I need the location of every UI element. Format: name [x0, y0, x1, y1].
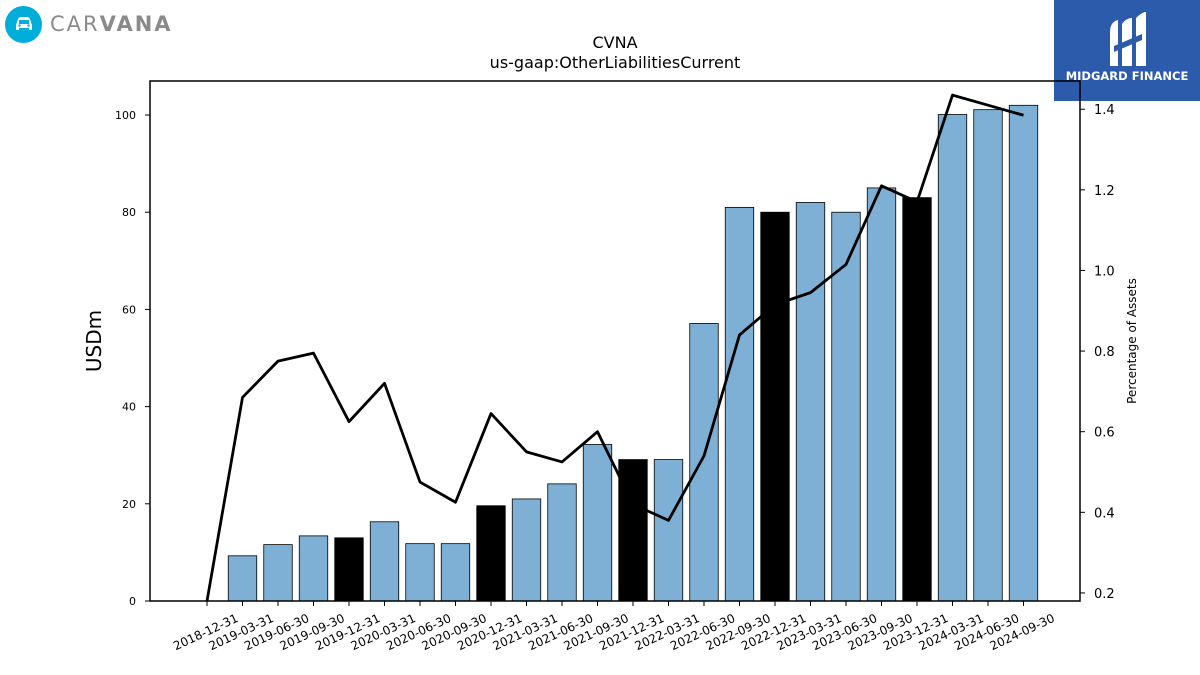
- bar-2019-09-30: [298, 535, 329, 602]
- bar-2019-06-30: [263, 544, 293, 602]
- bar-2024-06-30: [973, 109, 1003, 602]
- y2-tick-label: 1.4: [1094, 103, 1115, 118]
- y-axis-right: 0.2 0.4 0.6 0.8 1.0 1.2 1.4: [1080, 103, 1115, 602]
- carvana-logo: CARVANA: [5, 5, 173, 43]
- bar-2022-06-30: [689, 323, 719, 602]
- x-axis: 2018-12-312019-03-312019-06-302019-09-30…: [171, 601, 1057, 653]
- bar-2021-06-30: [547, 483, 577, 602]
- y-tick-label: 60: [122, 303, 136, 316]
- car-icon: [5, 5, 42, 43]
- carvana-wordmark: CARVANA: [50, 12, 173, 36]
- y2-axis-label: Percentage of Assets: [1125, 278, 1139, 404]
- bar-2023-03-31: [795, 202, 826, 602]
- y2-tick-label: 1.2: [1094, 184, 1115, 199]
- chart-subtitle: us-gaap:OtherLiabilitiesCurrent: [490, 53, 741, 72]
- bar-2021-09-30: [582, 444, 613, 602]
- y-axis-left: 0 20 40 60 80 100: [115, 109, 150, 608]
- bar-2023-06-30: [831, 211, 861, 602]
- y2-tick-label: 0.4: [1094, 506, 1115, 521]
- bar-2023-12-31: [902, 197, 932, 602]
- midgard-finance-logo: MIDGARD FINANCE: [1054, 0, 1200, 101]
- bar-2019-03-31: [227, 555, 258, 602]
- bar-2022-03-31: [653, 459, 684, 602]
- chart-title: CVNA: [592, 33, 637, 52]
- bar-2022-12-31: [760, 211, 790, 602]
- y-tick-label: 20: [122, 498, 136, 511]
- y2-tick-label: 0.6: [1094, 426, 1115, 441]
- y-tick-label: 80: [122, 206, 136, 219]
- bar-2020-09-30: [440, 543, 471, 602]
- bar-2019-12-31: [334, 537, 364, 602]
- bar-2024-09-30: [1008, 104, 1039, 602]
- bar-2020-12-31: [476, 505, 506, 602]
- y-tick-label: 40: [122, 401, 136, 414]
- y2-tick-label: 1.0: [1094, 264, 1115, 279]
- y-axis-label: USDm: [82, 310, 106, 372]
- bar-2021-03-31: [511, 498, 542, 602]
- y2-tick-label: 0.8: [1094, 345, 1115, 360]
- percentage-of-assets-line: [205, 93, 1024, 602]
- bar-2024-03-31: [937, 114, 968, 602]
- midgard-logo-icon: [1110, 12, 1146, 66]
- midgard-finance-wordmark: MIDGARD FINANCE: [1065, 69, 1189, 83]
- y-tick-label: 100: [115, 109, 136, 122]
- bar-series: [227, 104, 1039, 602]
- plot-area-frame: [149, 80, 1081, 602]
- bar-2020-03-31: [369, 521, 400, 602]
- bar-2023-09-30: [866, 187, 897, 602]
- y2-tick-label: 0.2: [1094, 587, 1115, 602]
- bar-2022-09-30: [724, 206, 755, 602]
- bar-2020-06-30: [405, 543, 435, 602]
- y-tick-label: 0: [129, 595, 136, 608]
